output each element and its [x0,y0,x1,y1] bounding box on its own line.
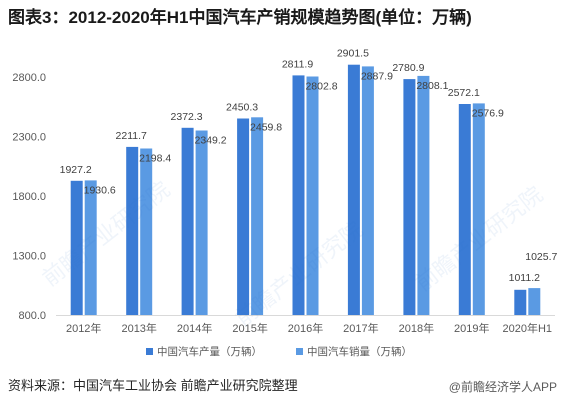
production-bar-2020H1 [514,289,527,315]
production-label-2018: 2780.9 [392,62,424,74]
sales-bar-2020H1 [528,288,541,315]
x-tick-label-2014: 2014年 [177,321,212,335]
sales-label-2014: 2349.2 [195,135,227,147]
brand-logo-text: @前瞻经济学人APP [448,380,557,394]
production-bar-2016 [292,75,305,316]
chart-title: 图表3：2012-2020年H1中国汽车产销规模趋势图(单位：万辆) [8,8,472,27]
sales-label-2020H1: 1025.7 [525,251,557,263]
production-bar-2017 [347,64,360,315]
production-bar-2013 [126,146,139,315]
x-tick-label-2018: 2018年 [399,321,434,335]
sales-bar-2019 [472,103,485,316]
sales-bar-2018 [417,75,430,316]
production-bar-2018 [403,79,416,315]
x-tick-label-2015: 2015年 [232,321,267,335]
production-bar-2019 [458,104,471,315]
sales-label-2015: 2459.8 [250,121,282,133]
sales-label-2018: 2808.1 [416,80,448,92]
sales-bar-2015 [251,117,264,315]
y-tick-label: 2300.0 [12,131,46,143]
production-bar-2014 [181,127,194,315]
x-tick-label-2013: 2013年 [121,321,156,335]
legend-item-sales: 中国汽车销量（万辆） [296,344,412,358]
sales-label-2016: 2802.8 [305,81,337,93]
sales-label-2017: 2887.9 [361,70,393,82]
production-label-2017: 2901.5 [337,48,369,60]
production-label-2013: 2211.7 [116,130,147,142]
source-note: 资料来源：中国汽车工业协会 前瞻产业研究院整理 [8,378,298,393]
x-tick-label-2019: 2019年 [454,321,489,335]
production-label-2019: 2572.1 [448,87,480,99]
production-bar-2012 [70,180,83,315]
sales-label-2019: 2576.9 [472,107,504,119]
y-tick-label: 1800.0 [12,191,46,203]
x-tick-label-2012: 2012年 [66,321,101,335]
x-tick-label-2016: 2016年 [288,321,323,335]
x-tick-label-2020H1: 2020年H1 [503,321,553,335]
sales-bar-2014 [195,130,208,315]
sales-bar-2016 [306,76,319,315]
production-bar-2015 [237,118,250,315]
y-tick-label: 800.0 [18,310,46,322]
production-label-2015: 2450.3 [226,102,258,114]
y-tick-label: 1300.0 [12,251,46,263]
axes: 800.0 1300.0 1800.0 2300.0 2800.0 2012年 2013年 2… [12,72,555,335]
legend-label-production: 中国汽车产量（万辆） [157,345,262,358]
production-label-2016: 2811.9 [282,58,313,70]
legend-swatch-sales [296,347,303,355]
data-labels: 1927.2 1930.6 2211.7 2198.4 2372.3 2349.2 2450… [60,48,558,284]
legend-swatch-production [146,347,153,355]
sales-label-2012: 1930.6 [84,184,116,196]
production-label-2014: 2372.3 [171,111,203,123]
sales-bar-2017 [361,66,374,316]
x-tick-label-2017: 2017年 [343,321,378,335]
legend-label-sales: 中国汽车销量（万辆） [307,345,412,358]
legend-item-production: 中国汽车产量（万辆） [146,344,262,358]
bars [70,64,541,316]
sales-label-2013: 2198.4 [139,153,171,165]
y-tick-label: 2800.0 [12,72,46,84]
production-label-2012: 1927.2 [60,164,92,176]
production-label-2020H1: 1011.2 [509,272,540,284]
sales-bar-2013 [140,148,153,315]
sales-bar-2012 [84,180,97,315]
